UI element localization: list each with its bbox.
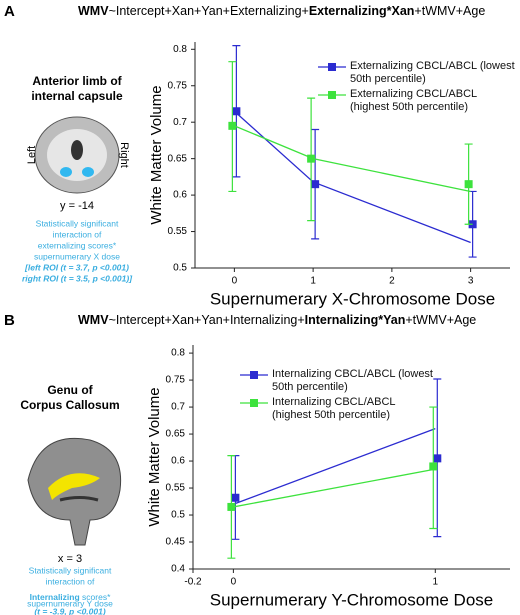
- y-tick-label: 0.75: [168, 80, 188, 91]
- legend-label: Internalizing CBCL/ABCL (lowest 50th per…: [272, 368, 433, 393]
- title-part: +tWMV+Age: [405, 313, 476, 327]
- caption: externalizing scores*: [38, 240, 117, 250]
- title-part: ~Intercept+Xan+Yan+Internalizing+: [109, 313, 305, 327]
- y-tick-label: 0.45: [166, 537, 186, 548]
- fit-line: [233, 428, 436, 505]
- x-axis-label: Supernumerary Y-Chromosome Dose: [210, 590, 493, 609]
- caption-part: scores*: [80, 592, 111, 602]
- x-tick-label: -0.2: [184, 577, 202, 588]
- caption: supernumerary X dose: [34, 251, 120, 261]
- x-tick-label: 0: [231, 577, 237, 588]
- y-tick-label: 0.65: [168, 153, 188, 164]
- region-label: Anterior limb of: [32, 74, 122, 88]
- y-tick-label: 0.4: [171, 564, 185, 575]
- caption: interaction of: [46, 576, 95, 586]
- x-tick-label: 1: [433, 577, 439, 588]
- x-tick-label: 3: [468, 276, 474, 287]
- region-label: internal capsule: [31, 89, 123, 103]
- caption: (t = -3.9, p <0.001): [34, 606, 106, 615]
- title-part: ~Intercept+Xan+Yan+Externalizing+: [109, 4, 309, 18]
- x-tick-label: 1: [310, 276, 316, 287]
- y-tick-label: 0.7: [171, 402, 185, 413]
- x-tick-label: 2: [389, 276, 395, 287]
- y-tick-label: 0.75: [166, 375, 186, 386]
- marker: [429, 462, 438, 471]
- panel-label: A: [4, 3, 15, 20]
- y-tick-label: 0.5: [171, 510, 185, 521]
- legend-label: Externalizing CBCL/ABCL (lowest 50th per…: [350, 60, 515, 85]
- x-tick-label: 0: [232, 276, 238, 287]
- marker: [433, 454, 442, 463]
- marker: [307, 154, 316, 163]
- slice-label: y = -14: [60, 200, 94, 212]
- y-tick-label: 0.65: [166, 429, 186, 440]
- caption: supernumerary Y dose: [27, 598, 113, 608]
- panel-label: B: [4, 312, 15, 329]
- caption: Statistically significant: [29, 565, 112, 575]
- brain-sagittal: [27, 437, 122, 546]
- legend-label: Externalizing CBCL/ABCL (highest 50th pe…: [350, 88, 477, 113]
- caption: Internalizing scores*: [30, 592, 111, 602]
- brain-coronal: [34, 116, 120, 194]
- panel-title: WMV~Intercept+Xan+Yan+Externalizing+Exte…: [78, 4, 485, 18]
- caption: interaction of: [53, 229, 102, 239]
- caption: [left ROI (t = 3.7, p <0.001): [24, 262, 129, 272]
- legend-marker: [250, 371, 258, 379]
- marker: [232, 107, 241, 116]
- marker: [228, 121, 237, 130]
- region-label: Corpus Callosum: [20, 398, 119, 412]
- y-axis-label: White Matter Volume: [148, 85, 165, 224]
- title-part: Internalizing*Yan: [305, 313, 406, 327]
- legend-label: Internalizing CBCL/ABCL (highest 50th pe…: [272, 396, 396, 421]
- y-tick-label: 0.55: [168, 226, 188, 237]
- y-tick-label: 0.8: [171, 348, 185, 359]
- y-tick-label: 0.8: [173, 44, 187, 55]
- marker: [231, 493, 240, 502]
- title-part: WMV: [78, 313, 109, 327]
- caption: Statistically significant: [36, 218, 119, 228]
- region-label: Genu of: [47, 383, 93, 397]
- title-part: Externalizing*Xan: [309, 4, 415, 18]
- fit-line: [233, 468, 436, 508]
- marker: [311, 180, 320, 189]
- side-label: Right: [118, 142, 130, 168]
- y-tick-label: 0.6: [171, 456, 185, 467]
- marker: [227, 502, 236, 511]
- title-part: +tWMV+Age: [414, 4, 485, 18]
- legend-marker: [328, 63, 336, 71]
- y-tick-label: 0.55: [166, 483, 186, 494]
- legend-marker: [328, 91, 336, 99]
- legend-marker: [250, 399, 258, 407]
- slice-label: x = 3: [58, 553, 82, 565]
- y-tick-label: 0.6: [173, 190, 187, 201]
- y-axis-label: White Matter Volume: [146, 387, 163, 526]
- y-tick-label: 0.7: [173, 117, 187, 128]
- y-tick-label: 0.5: [173, 263, 187, 274]
- caption: right ROI (t = 3.5, p <0.001)]: [22, 273, 133, 283]
- fit-line: [233, 110, 471, 244]
- marker: [464, 180, 473, 189]
- caption-part: Internalizing: [30, 592, 80, 602]
- fit-line: [234, 125, 471, 193]
- x-axis-label: Supernumerary X-Chromosome Dose: [210, 289, 495, 308]
- title-part: WMV: [78, 4, 109, 18]
- side-label: Left: [26, 146, 38, 164]
- panel-title: WMV~Intercept+Xan+Yan+Internalizing+Inte…: [78, 313, 476, 327]
